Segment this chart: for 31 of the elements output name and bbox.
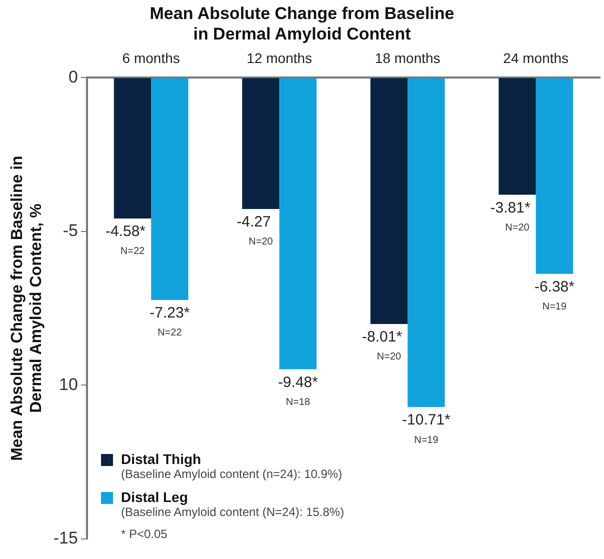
y-axis-title: Mean Absolute Change from Baseline in Dermal Amyloid Content, % [9,156,46,461]
data-label: -6.38* [534,278,575,296]
y-tick-label: 10 [59,374,78,394]
data-label: -10.71* [402,412,451,429]
annotation: (Baseline Amyloid content (n=24): 10.9%) [120,467,344,481]
x-tick-label: 18 months [374,50,440,66]
y-tick-label: -5 [62,221,78,240]
y-tick-label: -15 [53,528,78,548]
annotation: N=19 [542,302,567,313]
x-tick-label: 6 months [122,50,180,66]
annotation: N=22 [158,328,182,339]
annotation: N=20 [248,236,274,248]
data-label: -4.58* [105,223,146,240]
data-label: -3.81* [490,199,530,216]
annotation: N=19 [414,434,439,446]
data-label: -9.48* [278,374,318,391]
annotation: * P<0.05 [120,527,168,541]
data-label: -4.27 [236,214,271,231]
chart-title: Mean Absolute Change from Baseline in Dermal Amyloid Content [150,4,454,44]
data-label: -7.23* [150,304,190,322]
annotation: N=20 [505,222,530,234]
x-tick-label: 12 months [246,50,312,66]
y-tick-label: 0 [68,67,78,86]
x-tick-label: 24 months [503,50,569,66]
annotation: N=22 [120,246,146,258]
legend-label: Distal Leg [120,489,188,505]
annotation: N=18 [286,396,310,408]
legend-label: Distal Thigh [120,451,202,467]
annotation: N=20 [376,352,402,363]
data-label: -8.01* [362,328,402,346]
annotation: (Baseline Amyloid content (N=24): 15.8%) [120,505,344,519]
